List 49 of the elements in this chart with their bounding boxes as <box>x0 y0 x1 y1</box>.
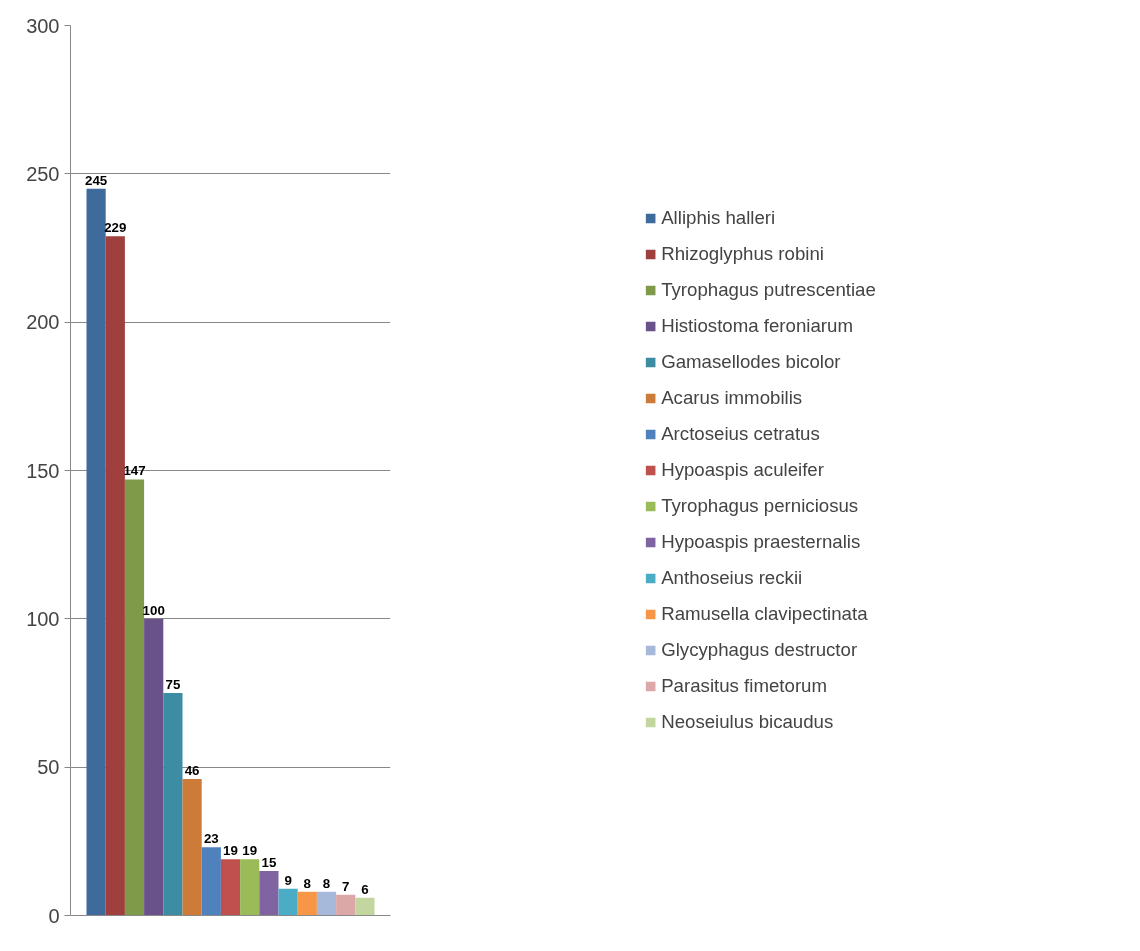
data-label: 46 <box>184 763 200 779</box>
legend-label: Histiostoma feroniarum <box>661 315 853 337</box>
data-label: 23 <box>203 831 219 847</box>
data-label: 19 <box>242 843 258 859</box>
bar <box>201 847 221 916</box>
data-label: 19 <box>223 843 238 859</box>
data-label: 8 <box>322 875 331 891</box>
legend-label: Anthoseius reckii <box>661 567 803 589</box>
bar <box>124 479 145 916</box>
bar <box>163 693 183 916</box>
bar <box>105 236 125 916</box>
legend-label: Parasitus fimetorum <box>661 675 828 697</box>
bar <box>259 871 279 916</box>
legend-label: Gamasellodes bicolor <box>661 351 841 373</box>
bar <box>240 859 260 916</box>
legend-label: Hypoaspis praesternalis <box>661 531 861 553</box>
bar <box>336 894 356 916</box>
legend-label: Ramusella clavipectinata <box>661 603 868 625</box>
bar <box>182 779 202 916</box>
bar <box>316 891 337 916</box>
bar <box>297 891 317 916</box>
legend-label: Rhizoglyphus robini <box>661 243 824 265</box>
bar <box>355 897 375 916</box>
bar <box>220 859 241 916</box>
legend-label: Acarus immobilis <box>661 387 803 409</box>
y-tick-label: 200 <box>26 311 60 334</box>
data-label: 75 <box>165 677 181 692</box>
legend-label: Tyrophagus putrescentiae <box>661 279 876 301</box>
y-tick-label: 300 <box>26 14 60 37</box>
y-tick-label: 100 <box>26 607 60 630</box>
y-tick-label: 50 <box>37 756 60 779</box>
y-tick-label: 0 <box>48 904 60 927</box>
bar <box>144 618 164 916</box>
data-label: 8 <box>303 875 312 891</box>
legend-label: Glycyphagus destructor <box>661 639 858 661</box>
data-label: 245 <box>84 172 108 188</box>
legend-label: Alliphis halleri <box>661 207 776 229</box>
y-tick-label: 150 <box>26 459 60 482</box>
legend-label: Hypoaspis aculeifer <box>661 459 824 481</box>
y-tick-label: 250 <box>26 162 60 185</box>
bar <box>278 888 298 916</box>
data-label: 7 <box>341 878 350 894</box>
data-label: 6 <box>361 881 369 897</box>
data-label: 9 <box>284 872 292 888</box>
legend-label: Neoseiulus bicaudus <box>661 711 834 733</box>
legend-label: Tyrophagus perniciosus <box>661 495 859 517</box>
bar <box>86 188 106 916</box>
legend-label: Arctoseius cetratus <box>661 423 820 445</box>
data-label: 15 <box>261 855 277 870</box>
